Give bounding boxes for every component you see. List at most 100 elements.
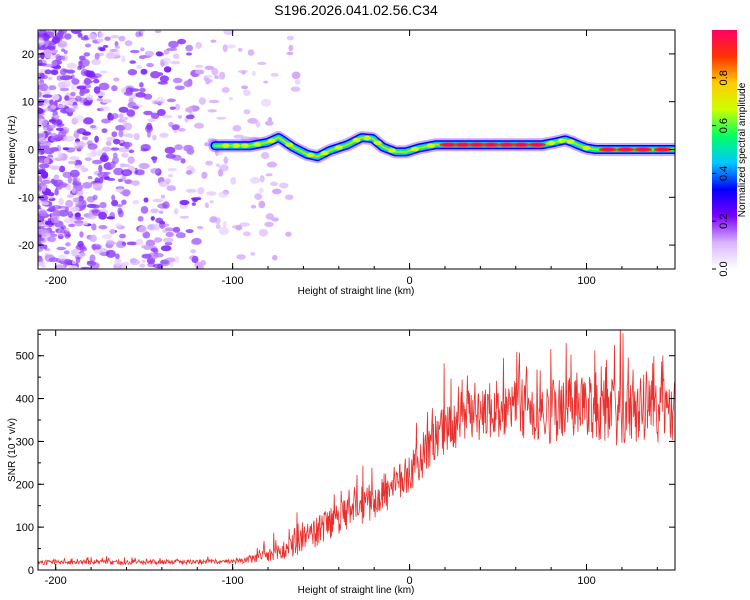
- noise-blob: [38, 59, 43, 67]
- noise-blob: [68, 160, 77, 165]
- noise-blob: [121, 152, 129, 158]
- noise-blob: [160, 194, 165, 199]
- noise-blob: [38, 46, 48, 50]
- noise-blob: [255, 121, 261, 128]
- ridge-hotspot-core: [601, 148, 614, 151]
- noise-blob: [143, 93, 153, 100]
- noise-blob: [260, 151, 270, 160]
- noise-blob: [238, 47, 243, 52]
- y-tick-label: 0: [28, 145, 34, 157]
- noise-blob: [115, 253, 120, 260]
- noise-blob: [70, 91, 76, 97]
- noise-blob: [109, 114, 114, 121]
- x-tick-label: -200: [45, 275, 67, 287]
- noise-blob: [109, 228, 116, 235]
- noise-blob: [83, 101, 92, 106]
- noise-blob: [73, 216, 85, 221]
- noise-blob: [115, 124, 126, 131]
- noise-blob: [99, 247, 108, 253]
- noise-blob: [208, 99, 220, 104]
- noise-blob: [209, 200, 214, 204]
- noise-blob: [247, 118, 258, 124]
- noise-blob: [152, 134, 157, 141]
- noise-blob: [143, 197, 149, 203]
- noise-blob: [121, 169, 133, 177]
- noise-blob: [207, 109, 217, 113]
- noise-blob: [129, 88, 140, 92]
- noise-blob: [104, 36, 111, 41]
- noise-blob: [63, 80, 71, 88]
- noise-blob: [272, 188, 282, 195]
- noise-blob: [288, 44, 294, 52]
- noise-blob: [93, 78, 100, 84]
- noise-blob: [96, 38, 104, 43]
- noise-blob: [264, 221, 274, 228]
- noise-blob: [87, 176, 93, 180]
- noise-blob: [75, 202, 86, 207]
- noise-blob: [115, 188, 124, 193]
- noise-blob: [85, 69, 91, 78]
- noise-blob: [51, 60, 58, 67]
- noise-blob: [121, 189, 131, 197]
- noise-blob: [91, 223, 97, 231]
- noise-blob: [69, 156, 80, 161]
- ridge-hotspot: [221, 143, 230, 148]
- noise-blob: [111, 194, 116, 201]
- noise-blob: [163, 66, 172, 73]
- noise-blob: [38, 90, 42, 98]
- noise-blob: [183, 80, 193, 88]
- x-tick-label: 0: [407, 575, 413, 587]
- noise-blob: [162, 201, 170, 209]
- noise-blob: [128, 97, 134, 104]
- noise-blob: [118, 106, 129, 113]
- noise-blob: [38, 37, 44, 44]
- noise-blob: [83, 117, 94, 125]
- noise-blob: [217, 168, 224, 177]
- noise-blob: [170, 60, 181, 65]
- noise-blob: [126, 241, 138, 246]
- noise-blob: [135, 92, 147, 98]
- noise-blob: [117, 118, 125, 123]
- noise-blob: [48, 257, 59, 263]
- noise-blob: [53, 174, 60, 181]
- noise-blob: [41, 201, 50, 206]
- noise-blob: [38, 102, 44, 107]
- noise-blob: [62, 128, 68, 135]
- noise-blob: [38, 237, 45, 242]
- ridge-hotspot: [557, 138, 566, 143]
- noise-blob: [38, 210, 48, 217]
- noise-blob: [113, 77, 120, 82]
- noise-blob: [65, 184, 72, 191]
- noise-blob: [58, 197, 64, 206]
- noise-blob: [228, 96, 233, 101]
- noise-blob: [216, 116, 227, 120]
- noise-blob: [259, 175, 265, 183]
- snr-marks: [38, 330, 675, 566]
- noise-blob: [66, 194, 74, 198]
- colorbar: 0.0 0.2 0.4 0.6 0.8 Normalized spectral ampl…: [712, 30, 748, 277]
- noise-blob: [96, 149, 103, 157]
- noise-blob: [73, 141, 81, 147]
- noise-blob: [197, 225, 204, 230]
- noise-blob: [223, 156, 229, 165]
- noise-blob: [166, 185, 176, 192]
- noise-blob: [243, 231, 251, 237]
- noise-blob: [38, 185, 42, 192]
- noise-blob: [258, 187, 264, 194]
- noise-blob: [65, 69, 76, 74]
- noise-blob: [140, 47, 145, 52]
- y-tick-label: 0: [28, 565, 34, 577]
- noise-blob: [106, 241, 117, 245]
- noise-blob: [114, 258, 122, 267]
- noise-blob: [68, 223, 76, 228]
- noise-blob: [185, 188, 197, 193]
- noise-blob: [65, 233, 72, 237]
- x-tick-label: -100: [222, 275, 244, 287]
- ridge-hotspot-core: [470, 143, 483, 146]
- noise-blob: [205, 160, 214, 166]
- noise-blob: [63, 218, 74, 224]
- noise-blob: [67, 211, 74, 218]
- noise-blob: [38, 83, 49, 92]
- noise-blob: [91, 58, 101, 66]
- noise-blob: [265, 213, 274, 220]
